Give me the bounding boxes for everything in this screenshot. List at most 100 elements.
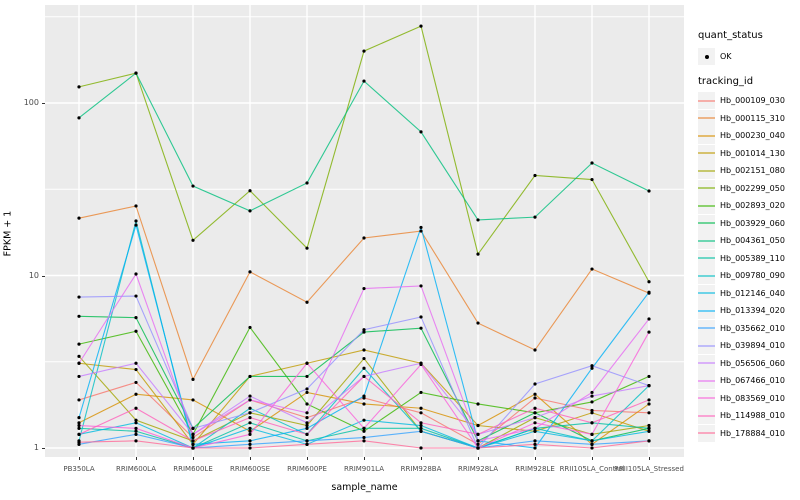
data-point <box>77 416 81 420</box>
data-point <box>134 418 138 422</box>
ok-point-icon <box>704 54 709 59</box>
data-point <box>533 421 537 425</box>
legend-line-icon <box>698 274 715 277</box>
legend-label: Hb_056506_060 <box>720 358 785 368</box>
data-point <box>590 366 594 370</box>
data-point <box>362 374 366 379</box>
legend-label: Hb_114988_010 <box>720 411 785 420</box>
data-point <box>533 439 537 443</box>
x-tick-mark <box>250 457 251 460</box>
data-point <box>590 267 594 271</box>
data-point <box>134 406 138 410</box>
data-point <box>590 400 594 404</box>
data-point <box>647 402 651 406</box>
data-point <box>248 446 252 450</box>
data-point <box>77 342 81 346</box>
legend-label: Hb_039894_010 <box>720 341 785 350</box>
x-tick-label: RRIM600LE <box>173 465 213 473</box>
x-tick-label: RRIM928LE <box>515 465 555 473</box>
data-point <box>590 411 594 415</box>
data-point <box>362 356 366 361</box>
data-point <box>191 184 195 188</box>
data-point <box>77 116 81 120</box>
data-point <box>590 446 594 450</box>
legend-line-icon <box>698 134 715 137</box>
legend-line-icon <box>698 292 715 294</box>
data-point <box>419 229 423 233</box>
data-point <box>248 325 252 330</box>
data-point <box>476 439 480 443</box>
data-point <box>419 429 423 433</box>
data-point <box>476 218 480 222</box>
data-point <box>77 314 81 318</box>
data-point <box>419 326 423 330</box>
data-point <box>362 394 366 398</box>
data-point <box>419 315 423 319</box>
data-point <box>77 421 81 425</box>
data-point <box>77 398 81 402</box>
data-point <box>77 440 81 444</box>
data-point <box>419 406 423 410</box>
data-point <box>362 286 366 291</box>
data-point <box>134 361 138 365</box>
data-point <box>248 411 252 415</box>
data-point <box>590 161 594 165</box>
data-point <box>419 24 423 28</box>
legend-label: Hb_013394_020 <box>720 306 785 315</box>
data-point <box>248 398 252 402</box>
data-point <box>590 421 594 425</box>
legend-line-icon <box>698 117 715 119</box>
data-point <box>77 423 81 428</box>
legend-key-Hb_002151_080 <box>698 162 715 179</box>
data-point <box>134 421 138 425</box>
data-point <box>305 439 309 443</box>
legend-label: Hb_000230_040 <box>720 131 785 140</box>
legend-line-icon <box>698 222 715 224</box>
data-point <box>362 366 366 370</box>
legend-label: Hb_178884_010 <box>720 428 785 438</box>
data-point <box>305 246 309 250</box>
data-point <box>419 284 423 288</box>
data-point <box>134 392 138 396</box>
y-tick-mark <box>42 275 45 277</box>
data-point <box>533 426 537 430</box>
legend-key-Hb_012146_040 <box>698 284 715 302</box>
legend: quant_status OK tracking_id Hb_000109_03… <box>693 0 800 500</box>
x-tick-label: RRIM600SE <box>229 465 271 473</box>
legend-line-icon <box>698 344 715 347</box>
data-point <box>134 432 138 436</box>
legend-label: Hb_002299_050 <box>720 183 785 193</box>
data-point <box>134 439 138 443</box>
legend-key-Hb_000109_030 <box>698 92 715 109</box>
legend-key-Hb_000115_310 <box>698 109 715 127</box>
legend-title-quant-status: quant_status <box>698 30 763 41</box>
data-point <box>305 374 309 379</box>
legend-key-Hb_002893_020 <box>698 197 715 214</box>
legend-line-icon <box>698 152 715 154</box>
legend-line-icon <box>698 432 715 434</box>
data-point <box>362 236 366 240</box>
x-tick-mark <box>535 457 536 460</box>
y-tick-label: 1 <box>33 443 39 452</box>
data-point <box>77 216 81 220</box>
data-point <box>362 49 366 53</box>
legend-line-icon <box>698 379 715 382</box>
legend-label: Hb_067466_010 <box>720 376 785 385</box>
x-tick-label: RRIM901LA <box>343 465 385 473</box>
legend-label: Hb_002151_080 <box>720 166 785 175</box>
y-tick-label: 10 <box>28 270 39 280</box>
data-point <box>533 392 537 396</box>
x-tick-label: RRIM928LA <box>457 465 499 473</box>
data-point <box>134 71 138 75</box>
data-point <box>77 295 81 299</box>
data-point <box>77 374 81 379</box>
data-point <box>248 394 252 398</box>
data-point <box>248 442 252 446</box>
data-point <box>647 429 651 433</box>
data-point <box>362 418 366 422</box>
x-tick-mark <box>193 457 194 460</box>
x-axis-title: sample_name <box>331 482 398 493</box>
legend-label: Hb_002893_020 <box>720 201 785 210</box>
data-point <box>191 446 195 450</box>
